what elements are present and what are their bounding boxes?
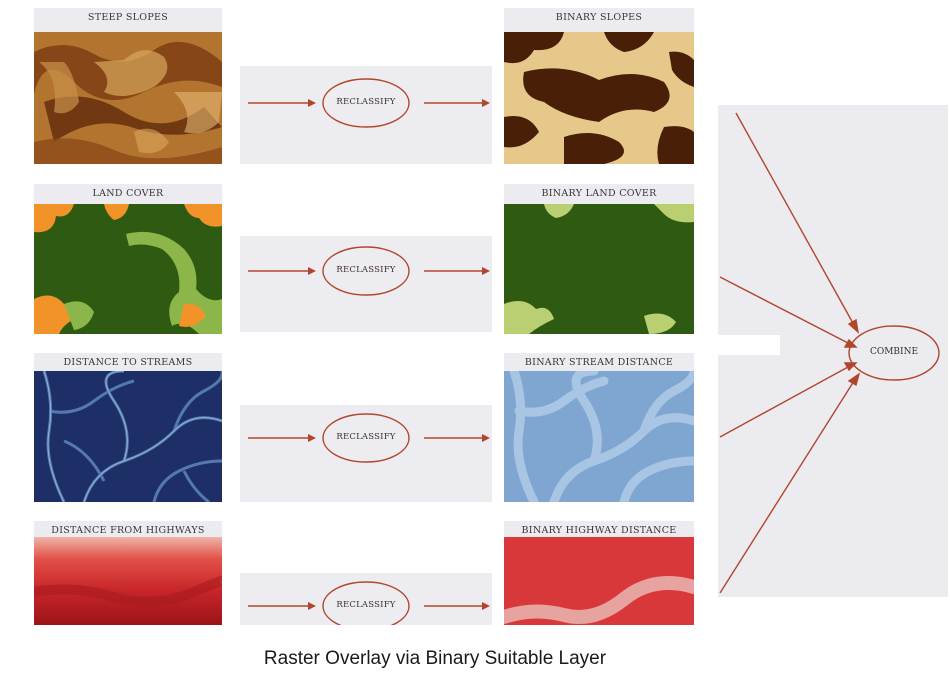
binary-layer-highway-distance: BINARY HIGHWAY DISTANCE: [504, 521, 694, 625]
figure-caption: Raster Overlay via Binary Suitable Layer: [263, 648, 607, 669]
source-layer-label: DISTANCE TO STREAMS: [63, 357, 193, 368]
source-layer-label: DISTANCE FROM HIGHWAYS: [51, 525, 205, 536]
source-layer-steep-slopes: STEEP SLOPES: [34, 8, 222, 164]
reclassify-step-1: RECLASSIFY: [240, 66, 492, 164]
binary-layer-label: BINARY STREAM DISTANCE: [524, 357, 674, 368]
combine-area: COMBINE: [718, 105, 948, 597]
distance-from-highways-raster: [34, 537, 222, 625]
source-layer-land-cover: LAND COVER: [34, 184, 222, 334]
binary-layer-stream-distance: BINARY STREAM DISTANCE: [504, 353, 694, 502]
source-layer-label: STEEP SLOPES: [87, 12, 169, 23]
binary-layer-land-cover: BINARY LAND COVER: [504, 184, 694, 334]
steep-slopes-raster: [34, 32, 222, 164]
reclassify-label: RECLASSIFY: [336, 432, 396, 442]
land-cover-raster: [34, 204, 222, 334]
binary-layer-slopes: BINARY SLOPES: [504, 8, 694, 164]
combine-arrows: [719, 112, 940, 594]
combine-label: COMBINE: [869, 347, 919, 357]
combine-area-notch: [718, 335, 780, 355]
source-layer-label: LAND COVER: [92, 188, 164, 199]
source-layer-distance-to-streams: DISTANCE TO STREAMS: [34, 353, 222, 502]
reclassify-label: RECLASSIFY: [336, 97, 396, 107]
binary-layer-label: BINARY SLOPES: [555, 12, 643, 23]
binary-slopes-raster: [504, 32, 694, 164]
binary-layer-label: BINARY LAND COVER: [541, 188, 657, 199]
reclassify-step-4: RECLASSIFY: [240, 573, 492, 625]
binary-stream-distance-raster: [504, 371, 694, 502]
source-layer-distance-from-highways: DISTANCE FROM HIGHWAYS: [34, 521, 222, 625]
reclassify-step-2: RECLASSIFY: [240, 236, 492, 332]
distance-to-streams-raster: [34, 371, 222, 502]
reclassify-step-3: RECLASSIFY: [240, 405, 492, 502]
binary-layer-label: BINARY HIGHWAY DISTANCE: [521, 525, 677, 536]
binary-land-cover-raster: [504, 204, 694, 334]
reclassify-label: RECLASSIFY: [336, 600, 396, 610]
binary-highway-distance-raster: [504, 537, 694, 625]
reclassify-label: RECLASSIFY: [336, 265, 396, 275]
